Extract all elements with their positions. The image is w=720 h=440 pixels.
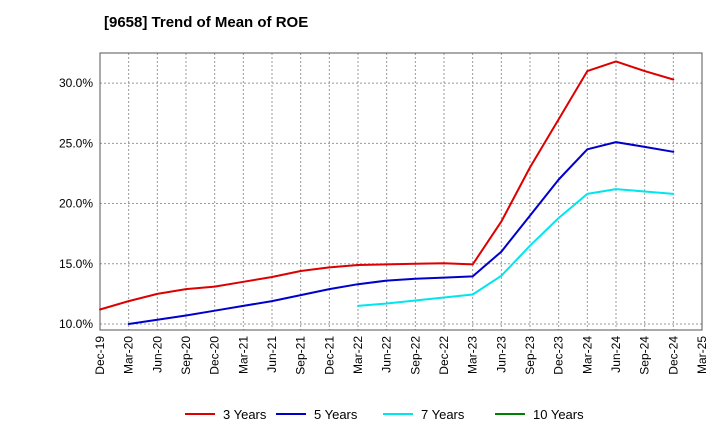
chart-title: [9658] Trend of Mean of ROE xyxy=(104,14,309,31)
x-tick-label: Jun-24 xyxy=(609,336,623,373)
x-tick-label: Sep-20 xyxy=(179,336,193,375)
x-tick-label: Mar-21 xyxy=(236,336,250,374)
y-axis: 10.0% 15.0% 20.0% 25.0% 30.0% xyxy=(59,76,93,331)
plot-frame xyxy=(99,52,703,331)
x-tick-label: Mar-25 xyxy=(695,336,709,374)
x-tick-label: Dec-23 xyxy=(552,336,566,375)
x-tick-label: Dec-22 xyxy=(437,336,451,375)
series-line-5-years xyxy=(127,141,675,325)
y-tick-label: 30.0% xyxy=(59,76,93,90)
legend-label: 3 Years xyxy=(223,407,267,422)
x-tick-label: Mar-22 xyxy=(351,336,365,374)
legend-label: 7 Years xyxy=(421,407,465,422)
y-tick-label: 15.0% xyxy=(59,257,93,271)
x-tick-label: Dec-24 xyxy=(666,336,680,375)
x-tick-label: Sep-22 xyxy=(408,336,422,375)
x-axis: Dec-19 Mar-20 Jun-20 Sep-20 Dec-20 Mar-21 Jun-… xyxy=(93,336,709,375)
x-tick-label: Dec-21 xyxy=(322,336,336,375)
y-tick-label: 25.0% xyxy=(59,136,93,150)
series-line-7-years xyxy=(357,188,675,307)
legend-label: 10 Years xyxy=(533,407,584,422)
legend: 3 Years 5 Years 7 Years 10 Years xyxy=(185,407,584,422)
series-lines xyxy=(99,60,675,325)
x-tick-label: Sep-21 xyxy=(294,336,308,375)
legend-label: 5 Years xyxy=(314,407,358,422)
x-tick-label: Jun-22 xyxy=(380,336,394,373)
series-line-3-years xyxy=(99,60,675,311)
x-tick-label: Sep-24 xyxy=(638,336,652,375)
x-tick-label: Mar-23 xyxy=(466,336,480,374)
x-tick-label: Jun-23 xyxy=(494,336,508,373)
x-tick-label: Dec-20 xyxy=(208,336,222,375)
x-tick-label: Jun-20 xyxy=(150,336,164,373)
x-tick-label: Jun-21 xyxy=(265,336,279,373)
x-tick-label: Mar-24 xyxy=(580,336,594,374)
x-tick-label: Sep-23 xyxy=(523,336,537,375)
y-tick-label: 10.0% xyxy=(59,317,93,331)
x-tick-label: Mar-20 xyxy=(122,336,136,374)
y-tick-label: 20.0% xyxy=(59,197,93,211)
x-tick-label: Dec-19 xyxy=(93,336,107,375)
